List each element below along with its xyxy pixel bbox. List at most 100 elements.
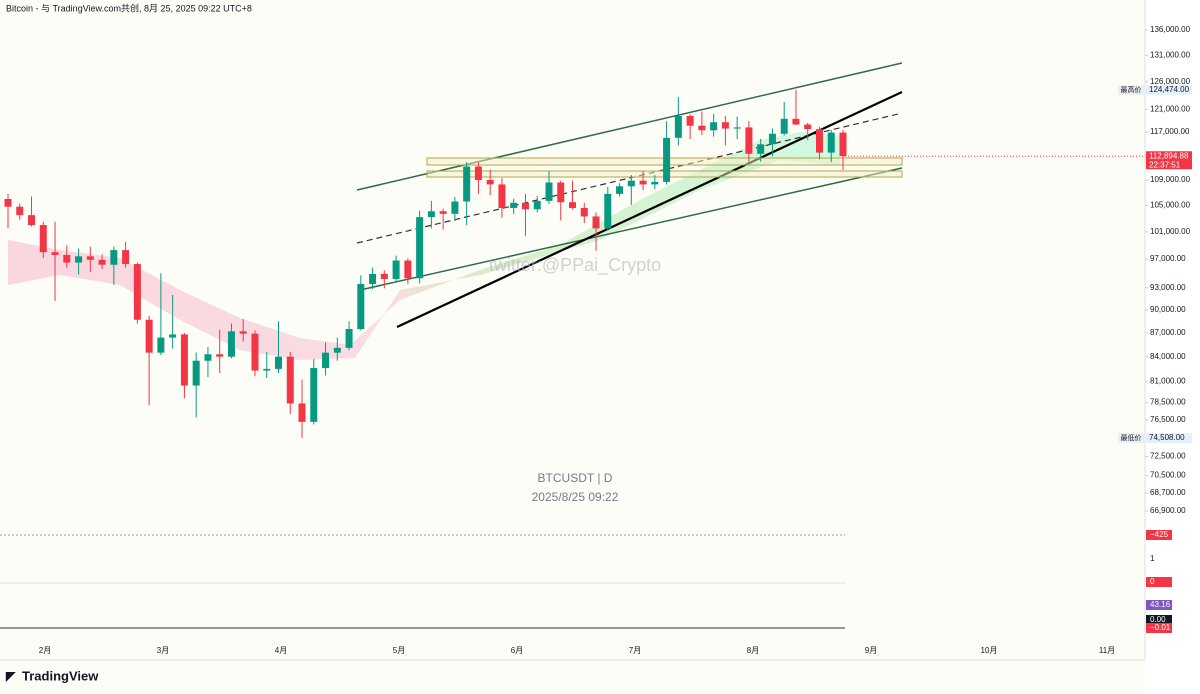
indicator-tag-bg — [1146, 623, 1172, 633]
candle-body — [545, 182, 553, 201]
y-tick-label: 121,000.00 — [1150, 104, 1191, 113]
candle-body — [345, 329, 353, 348]
y-tick-label: 101,000.00 — [1150, 227, 1191, 236]
indicator-tag: 0 — [1150, 577, 1155, 586]
candle-body — [133, 264, 141, 320]
candle-body — [380, 273, 388, 279]
indicator-tag-bg — [1146, 530, 1172, 540]
y-tick-label: 70,500.00 — [1150, 471, 1186, 480]
candle-body — [192, 360, 200, 386]
candle-body — [145, 319, 153, 353]
candle-body — [557, 182, 565, 203]
y-tick-label: 90,000.00 — [1150, 305, 1186, 314]
candle-body — [227, 331, 235, 357]
candle-body — [357, 284, 365, 330]
candle-body — [604, 193, 612, 229]
watermark: twitter:@PPai_Crypto — [489, 255, 661, 276]
logo: TradingView — [22, 668, 99, 683]
x-tick-label: 9月 — [865, 646, 877, 655]
candle-body — [780, 118, 788, 134]
candle-body — [122, 250, 130, 265]
indicator-tag-bg — [1146, 577, 1172, 587]
candle-body — [369, 273, 377, 285]
tag-name-bg — [1118, 432, 1145, 443]
x-tick-label: 7月 — [629, 646, 641, 655]
tag-value-bg — [1146, 432, 1192, 443]
candle-body — [286, 356, 294, 404]
y-tick-label: 78,500.00 — [1150, 398, 1186, 407]
y-tick-label: 84,000.00 — [1150, 352, 1186, 361]
candle-body — [616, 186, 624, 194]
candle-body — [404, 260, 412, 279]
tag-name: 最低价 — [1121, 433, 1142, 442]
candle-body — [639, 180, 647, 185]
last-price: 112,894.88 — [1149, 151, 1189, 160]
countdown: 22:37:51 — [1149, 160, 1181, 169]
candle-body — [274, 356, 282, 369]
candle-body — [698, 125, 706, 131]
tag-value: 74,508.00 — [1149, 433, 1185, 442]
y-tick-label: 93,000.00 — [1150, 283, 1186, 292]
candle-body — [157, 337, 165, 353]
candle-body — [768, 133, 776, 145]
x-tick-label: 2月 — [39, 646, 51, 655]
candle-body — [486, 180, 494, 185]
candle-body — [674, 115, 682, 138]
candle-body — [216, 354, 224, 357]
logo-icon: ◤ — [5, 669, 16, 683]
x-tick-label: 5月 — [393, 646, 405, 655]
candle-body — [239, 331, 247, 334]
candle-body — [510, 202, 518, 208]
candle-body — [569, 202, 577, 208]
candle-body — [169, 334, 177, 338]
x-tick-label: 10月 — [981, 646, 998, 655]
candle-body — [627, 180, 635, 187]
y-tick-label: 136,000.00 — [1150, 25, 1191, 34]
y-tick-label: 117,000.00 — [1150, 127, 1190, 136]
x-tick-label: 3月 — [157, 646, 169, 655]
candle-body — [16, 206, 24, 216]
indicator-tag: 43.16 — [1150, 600, 1171, 609]
candle-body — [533, 200, 541, 210]
candle-body — [451, 201, 459, 214]
candle-body — [180, 334, 188, 386]
candle-body — [263, 368, 271, 371]
candle-body — [333, 347, 341, 353]
candle-body — [710, 122, 718, 131]
y-tick-label: 81,000.00 — [1150, 376, 1186, 385]
header: Bitcoin - 与 TradingView.com共创, 8月 25, 20… — [6, 2, 252, 13]
x-tick-label: 6月 — [511, 646, 523, 655]
candle-body — [4, 198, 12, 207]
candle-body — [439, 211, 447, 214]
candle-body — [839, 132, 847, 157]
datetime-label: 2025/8/25 09:22 — [532, 490, 619, 504]
candle-body — [416, 217, 424, 279]
y-tick-label: 87,000.00 — [1150, 328, 1186, 337]
candle-body — [827, 132, 835, 153]
trendline — [396, 91, 903, 328]
candle-body — [39, 225, 47, 253]
candle-body — [498, 184, 506, 208]
candle-body — [392, 260, 400, 279]
candle-body — [792, 118, 800, 125]
candle-body — [663, 137, 671, 182]
y-tick-label: 66,900.00 — [1150, 506, 1186, 515]
candle-body — [298, 403, 306, 422]
y-tick-label: 97,000.00 — [1150, 254, 1186, 263]
y-tick-label: 72,500.00 — [1150, 452, 1186, 461]
indicator-tag-bg — [1146, 615, 1172, 625]
candle-body — [804, 124, 812, 130]
ma-ribbon — [8, 132, 840, 360]
indicator-tag: −425 — [1150, 530, 1169, 539]
indicator-tag: 0.00 — [1150, 615, 1166, 624]
candle-body — [75, 256, 83, 263]
candle-body — [110, 250, 118, 265]
x-tick-label: 4月 — [275, 646, 287, 655]
y-tick-label: 105,000.00 — [1150, 201, 1191, 210]
tag-value: 124,474.00 — [1149, 85, 1190, 94]
indicator-tag: −0.01 — [1150, 623, 1171, 632]
candle-body — [580, 207, 588, 217]
indicator-tag: 1 — [1150, 554, 1155, 563]
